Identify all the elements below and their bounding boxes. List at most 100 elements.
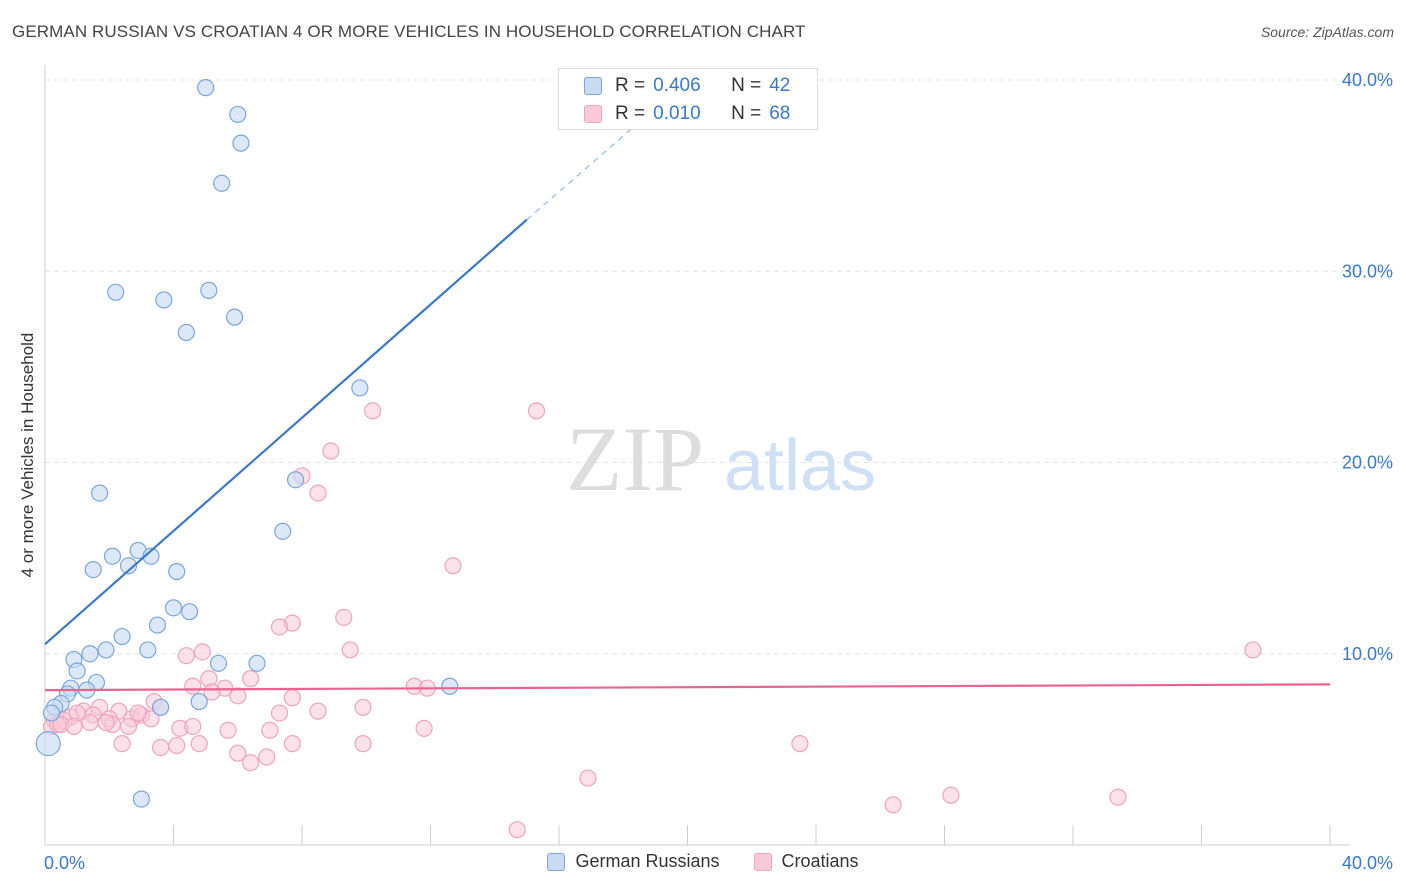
blue-swatch — [584, 77, 602, 95]
point-croatians — [527, 402, 546, 420]
x-tick-label: 0.0% — [44, 853, 85, 873]
point-german-russians — [91, 484, 109, 502]
point-german-russians — [155, 291, 173, 309]
point-croatians — [97, 713, 115, 732]
point-german-russians — [139, 641, 157, 659]
x-tick-label: 40.0% — [1342, 853, 1393, 873]
pink-swatch — [584, 105, 602, 123]
point-german-russians — [107, 283, 125, 301]
data-points — [35, 79, 1262, 839]
y-tick-label: 10.0% — [1342, 644, 1393, 664]
point-german-russians — [132, 790, 150, 808]
point-croatians — [322, 442, 340, 460]
point-croatians — [270, 618, 289, 636]
point-croatians — [177, 647, 195, 665]
point-german-russians — [42, 704, 61, 722]
watermark-atlas: atlas — [724, 426, 876, 506]
stats-row-german-russians: R = 0.406 N = 42 — [584, 75, 791, 97]
y-tick-label: 40.0% — [1342, 70, 1393, 90]
point-croatians — [283, 689, 301, 707]
r-label-1: R = — [615, 75, 646, 96]
point-german-russians — [441, 677, 459, 695]
n-value-2: 68 — [769, 103, 791, 124]
point-croatians — [129, 704, 147, 722]
point-german-russians — [148, 616, 167, 634]
watermark: ZIP atlas — [566, 408, 876, 510]
point-croatians — [119, 717, 138, 736]
point-croatians — [354, 698, 372, 716]
point-croatians — [508, 821, 526, 839]
point-croatians — [229, 687, 247, 705]
point-german-russians — [142, 547, 160, 565]
point-croatians — [942, 786, 960, 804]
point-german-russians — [197, 79, 215, 97]
point-german-russians — [35, 731, 61, 757]
point-croatians — [184, 717, 202, 736]
y-tick-label: 30.0% — [1342, 261, 1393, 281]
point-croatians — [258, 748, 276, 766]
y-tick-label: 20.0% — [1342, 453, 1393, 473]
point-croatians — [1109, 788, 1127, 806]
point-croatians — [242, 670, 260, 688]
legend-label-croatians: Croatians — [781, 851, 859, 871]
point-german-russians — [164, 599, 183, 617]
series-legend: German Russians Croatians — [0, 851, 1406, 872]
n-value-1: 42 — [769, 75, 791, 96]
legend-item-german-russians[interactable]: German Russians — [547, 851, 720, 872]
legend-label-german-russians: German Russians — [575, 851, 720, 871]
point-croatians — [415, 719, 433, 737]
point-german-russians — [81, 645, 99, 663]
point-german-russians — [200, 281, 218, 299]
n-label-1: N = — [731, 75, 762, 96]
point-croatians — [184, 677, 202, 695]
point-german-russians — [68, 662, 86, 680]
point-german-russians — [168, 562, 186, 581]
trend-line-german-russians — [44, 218, 528, 646]
point-croatians — [152, 738, 170, 757]
point-croatians — [270, 704, 289, 722]
point-german-russians — [248, 654, 266, 672]
r-label-2: R = — [615, 103, 646, 124]
point-german-russians — [232, 134, 250, 152]
point-german-russians — [152, 698, 170, 716]
point-german-russians — [113, 627, 131, 646]
point-german-russians — [351, 379, 369, 397]
stats-row-croatians: R = 0.010 N = 68 — [584, 103, 791, 125]
trend-line-croatians — [44, 683, 1331, 692]
stats-legend: R = 0.406 N = 42 R = 0.010 N = 68 — [558, 68, 818, 130]
chart-title: GERMAN RUSSIAN VS CROATIAN 4 OR MORE VEH… — [12, 22, 806, 41]
r-value-1: 0.406 — [653, 75, 701, 96]
n-label-2: N = — [731, 103, 762, 124]
tick-labels: 10.0% 20.0% 30.0% 40.0% 0.0% 40.0% — [44, 70, 1393, 873]
legend-swatch-pink — [753, 852, 772, 871]
point-croatians — [65, 717, 83, 736]
point-german-russians — [286, 471, 305, 489]
point-croatians — [791, 735, 809, 753]
point-croatians — [229, 744, 247, 762]
watermark-zip: ZIP — [566, 408, 704, 510]
trend-extension-german-russians — [526, 121, 640, 221]
point-croatians — [884, 796, 902, 814]
point-croatians — [309, 484, 327, 502]
point-german-russians — [177, 323, 195, 342]
point-german-russians — [190, 692, 208, 711]
point-croatians — [364, 402, 382, 420]
point-croatians — [1244, 641, 1262, 659]
point-german-russians — [213, 174, 231, 192]
point-croatians — [283, 735, 301, 753]
point-german-russians — [229, 105, 247, 124]
point-croatians — [579, 769, 597, 787]
point-croatians — [242, 754, 260, 772]
point-croatians — [261, 721, 279, 739]
point-croatians — [354, 735, 372, 753]
point-german-russians — [97, 641, 115, 659]
point-german-russians — [103, 547, 122, 565]
point-german-russians — [84, 560, 102, 579]
legend-swatch-blue — [547, 852, 566, 871]
legend-item-croatians[interactable]: Croatians — [753, 851, 859, 872]
point-croatians — [193, 643, 212, 661]
point-german-russians — [225, 308, 244, 326]
point-croatians — [113, 735, 131, 753]
point-croatians — [168, 736, 186, 755]
